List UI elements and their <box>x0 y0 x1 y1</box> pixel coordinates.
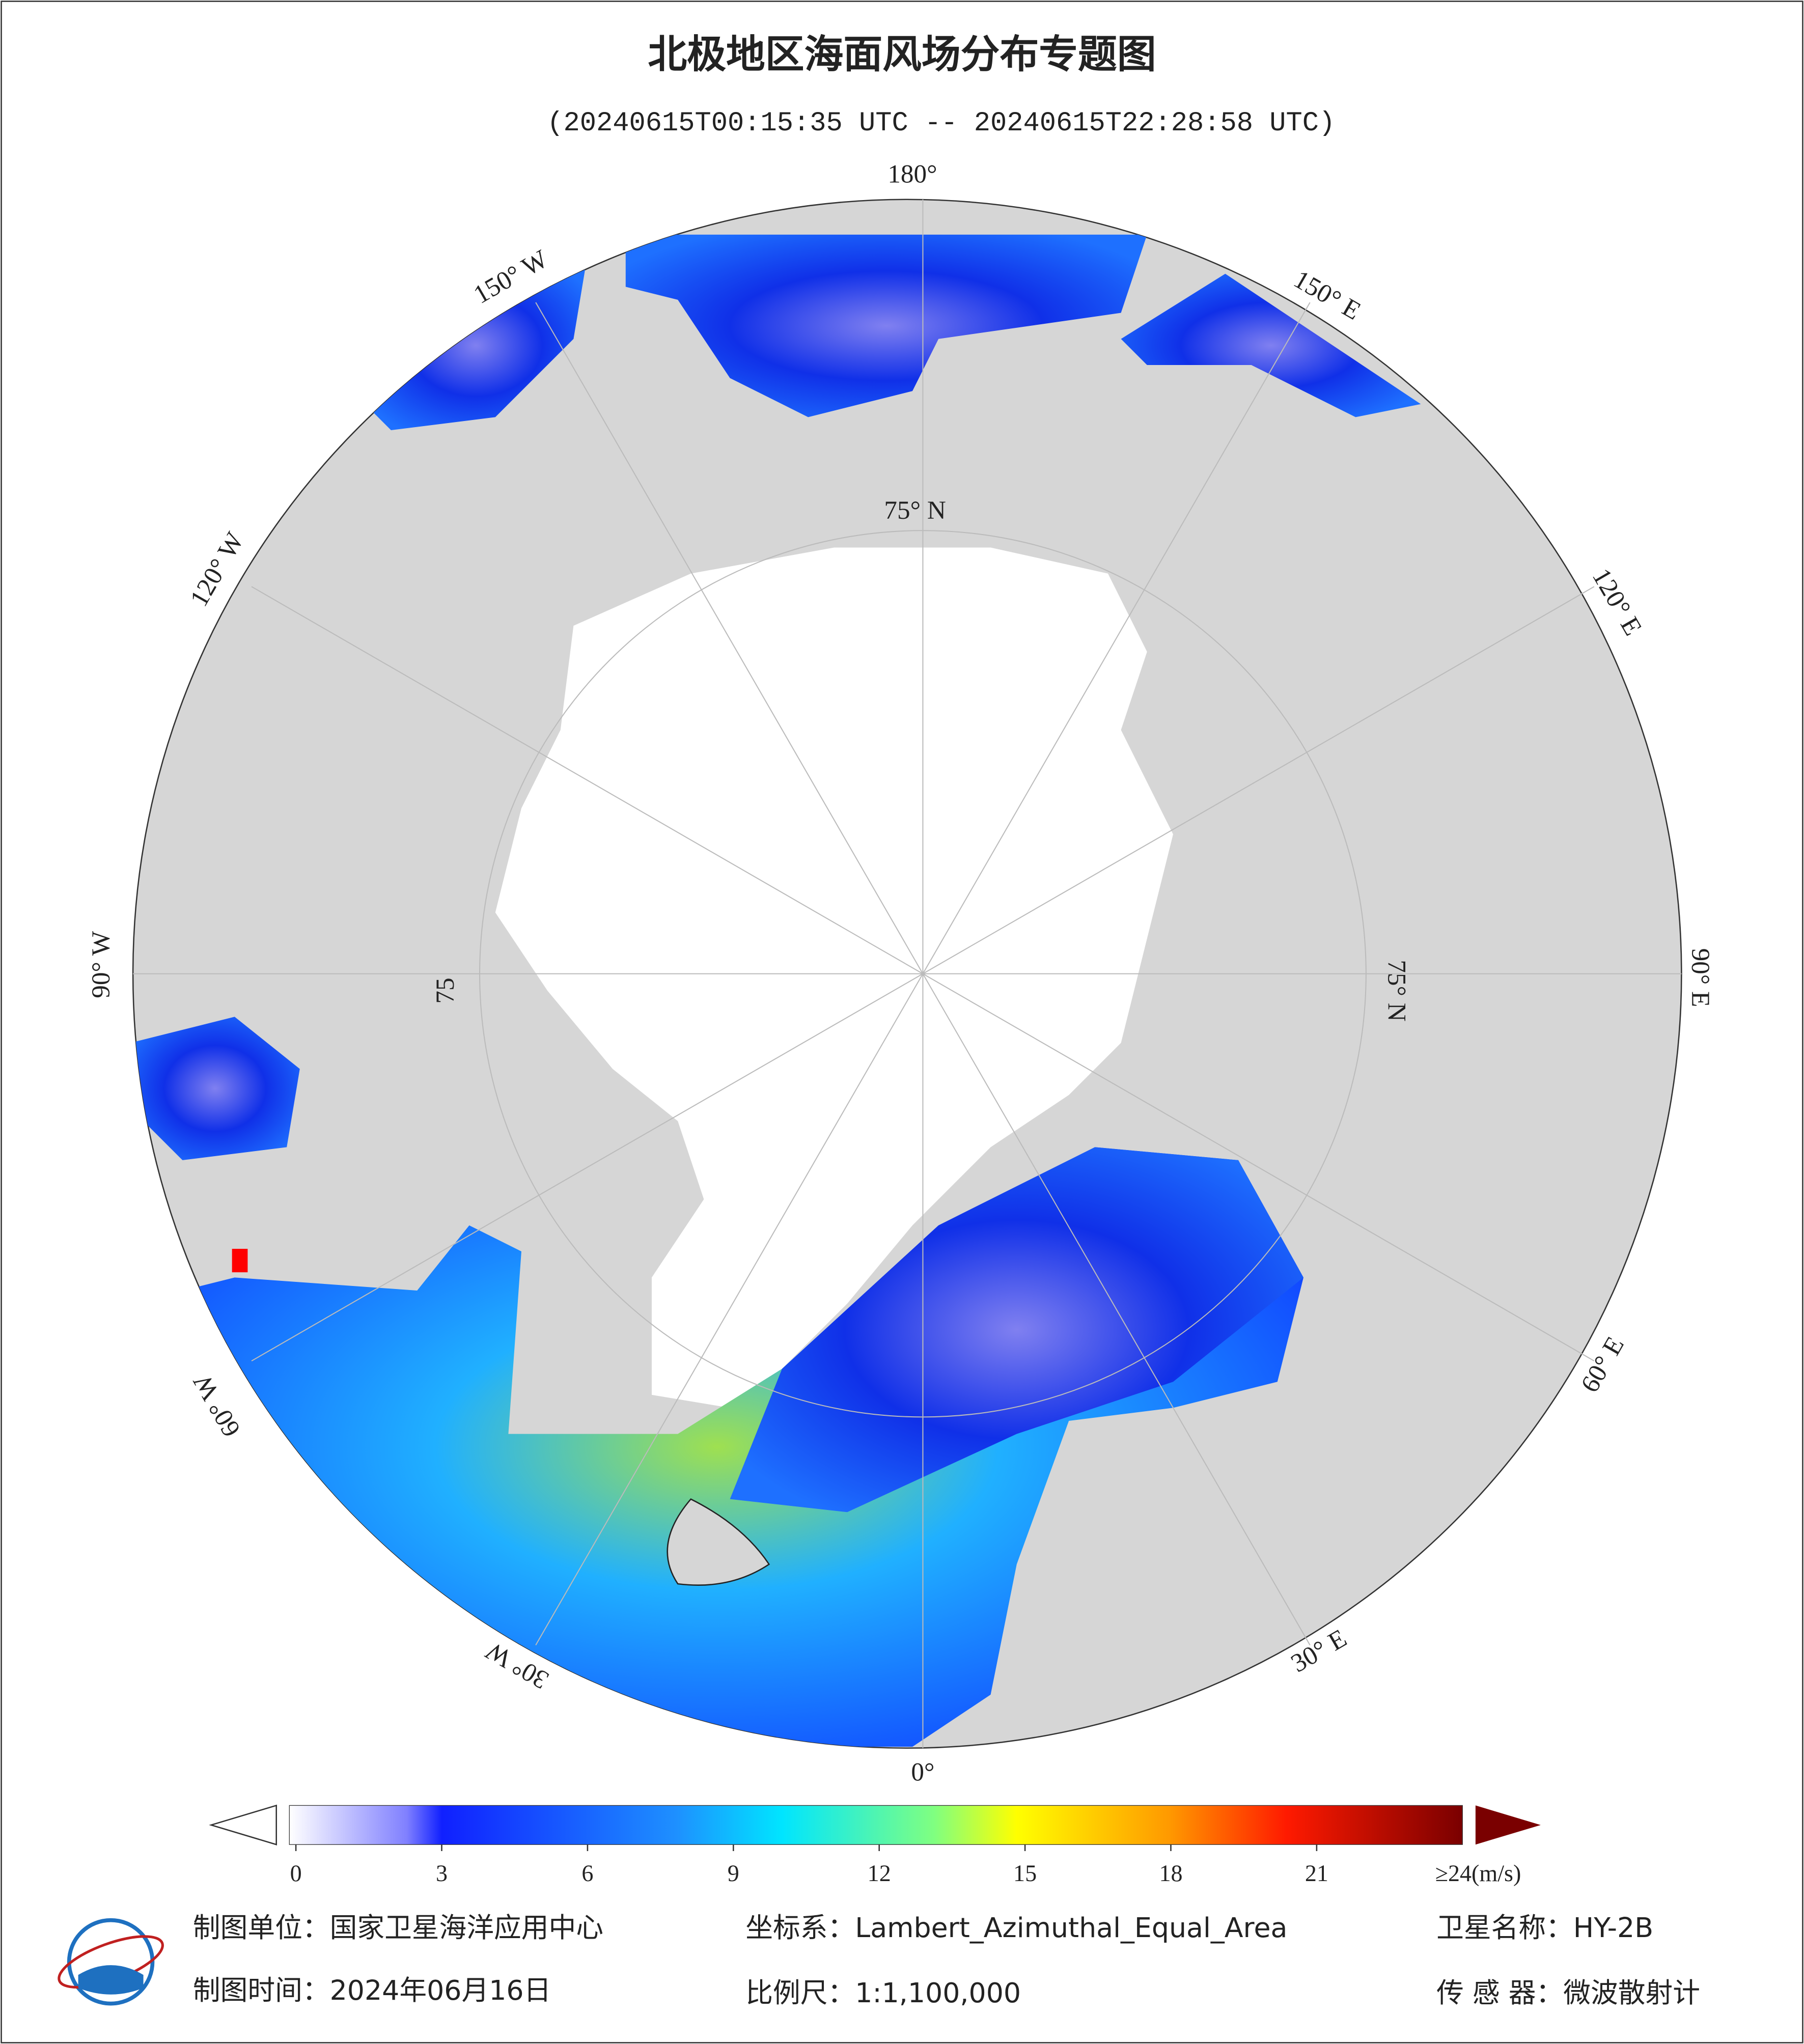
sea-ice <box>495 547 1173 1408</box>
footer-date: 制图时间：2024年06月16日 <box>193 1974 551 2006</box>
wind-field <box>625 234 1147 417</box>
lon-label: 0° <box>911 1758 934 1787</box>
lat-label: 75° N <box>884 496 946 525</box>
colorbar-tick-label: 0 <box>290 1860 302 1886</box>
colorbar-tick-label: 21 <box>1305 1860 1328 1886</box>
colorbar-tick-label: 15 <box>1013 1860 1037 1886</box>
footer-sensor: 传 感 器：微波散射计 <box>1436 1977 1700 2009</box>
lat-label: 75° N <box>1382 960 1411 1021</box>
wind-cell <box>232 1249 248 1273</box>
colorbar-tick-label: 12 <box>868 1860 891 1886</box>
colorbar-gradient <box>289 1805 1463 1845</box>
wind-field <box>133 1017 300 1160</box>
lat-label: 75 <box>431 977 460 1003</box>
colorbar-tick-label: 18 <box>1159 1860 1182 1886</box>
title: 北极地区海面风场分布专题图 <box>648 32 1156 77</box>
colorbar-tick-label: 3 <box>436 1860 448 1886</box>
colorbar-tick-label: 6 <box>581 1860 593 1886</box>
colorbar-min-arrow <box>209 1804 277 1845</box>
wind-field <box>365 261 587 430</box>
iceland <box>667 1498 770 1586</box>
colorbar-tick-label: 9 <box>728 1860 739 1886</box>
logo <box>58 1918 164 2006</box>
wind-field <box>1121 273 1421 417</box>
lon-label: 90° E <box>1686 948 1715 1007</box>
wind-field <box>730 1147 1303 1513</box>
colorbar-max-label: ≥24(m/s) <box>1435 1860 1521 1886</box>
subtitle: (20240615T00:15:35 UTC -- 20240615T22:28… <box>547 108 1335 139</box>
footer-crs: 坐标系：Lambert_Azimuthal_Equal_Area <box>745 1912 1287 1944</box>
map: 180° 150° E 120° E 90° E 60° E 30° E 0° … <box>87 159 1715 1786</box>
colorbar-max-arrow <box>1475 1805 1541 1845</box>
lon-label: 60° W <box>187 1369 246 1442</box>
footer-scale: 比例尺：1:1,100,000 <box>745 1977 1021 2009</box>
lon-label: 90° W <box>87 931 116 998</box>
colorbar: 0 3 6 9 12 15 18 21 ≥24(m/s) <box>209 1804 1541 1886</box>
footer-satellite: 卫星名称：HY-2B <box>1436 1912 1653 1944</box>
lon-label: 180° <box>887 159 937 188</box>
footer-unit: 制图单位：国家卫星海洋应用中心 <box>193 1912 603 1944</box>
